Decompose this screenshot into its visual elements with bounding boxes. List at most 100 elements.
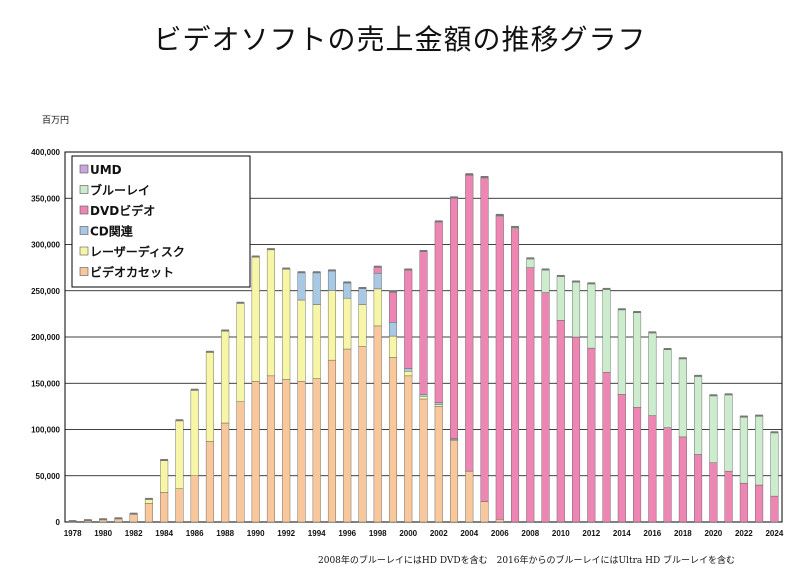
bar-segment-1986-0 — [190, 475, 199, 523]
bar-segment-1992-0 — [282, 379, 291, 523]
bar-top-2009 — [541, 268, 550, 271]
legend-swatch-5 — [79, 267, 89, 276]
bar-top-1981 — [114, 517, 123, 520]
bar-top-2011 — [572, 280, 580, 283]
bar-segment-1984-1 — [160, 459, 169, 493]
bar-segment-2009-4 — [541, 269, 550, 293]
bar-segment-1994-2 — [312, 272, 321, 305]
bar-top-1990 — [251, 255, 260, 258]
legend-swatch-4 — [79, 246, 89, 256]
bar-segment-2019-3 — [694, 454, 703, 523]
bar-top-1984 — [160, 459, 168, 462]
bar-segment-2018-3 — [678, 436, 687, 523]
bar-segment-1999-3 — [388, 291, 398, 323]
x-tick-label-1996: 1996 — [338, 529, 356, 538]
bar-top-2000 — [404, 268, 413, 271]
bar-top-2012 — [587, 282, 596, 285]
bar-top-2013 — [602, 287, 611, 290]
legend-box — [71, 155, 251, 288]
bar-segment-2021-3 — [724, 470, 733, 523]
bar-top-2002 — [434, 220, 443, 223]
bar-segment-2007-3 — [511, 228, 520, 523]
x-tick-label-2020: 2020 — [704, 529, 722, 538]
bar-segment-2018-4 — [678, 358, 687, 438]
bar-segment-2001-0 — [419, 398, 428, 523]
bar-segment-1999-2 — [388, 322, 398, 337]
bar-segment-1992-1 — [282, 268, 291, 380]
bar-segment-2020-4 — [709, 395, 718, 463]
bar-segment-1988-1 — [221, 330, 230, 424]
bar-segment-1991-0 — [266, 375, 275, 523]
bar-top-1986 — [190, 388, 199, 391]
bar-top-1982 — [129, 512, 138, 515]
bar-top-1983 — [145, 497, 153, 500]
bar-segment-1996-2 — [343, 282, 352, 299]
bar-segment-1997-2 — [358, 287, 367, 305]
bar-segment-1990-0 — [251, 381, 260, 523]
bar-segment-2005-0 — [480, 501, 489, 523]
bar-segment-2000-3 — [404, 269, 413, 369]
bar-segment-2009-3 — [541, 292, 550, 523]
bar-segment-2022-3 — [739, 482, 748, 523]
bar-segment-1994-0 — [312, 378, 321, 523]
bar-segment-2012-4 — [587, 283, 596, 349]
bar-segment-1988-0 — [221, 422, 230, 523]
bar-segment-2014-3 — [617, 394, 626, 523]
bar-top-2010 — [556, 274, 565, 277]
x-tick-label-2008: 2008 — [521, 529, 539, 538]
chart-footnote: 2008年のブルーレイにはHD DVDを含む 2016年からのブルーレイにはUl… — [318, 556, 736, 566]
x-tick-label-2014: 2014 — [613, 529, 631, 538]
bar-top-1992 — [282, 267, 291, 270]
x-tick-label-2018: 2018 — [674, 529, 692, 538]
y-tick-label: 150,000 — [31, 379, 60, 388]
bar-segment-1993-1 — [297, 299, 306, 382]
bar-segment-2016-4 — [648, 332, 657, 416]
y-tick-label: 0 — [56, 518, 61, 527]
x-tick-label-2010: 2010 — [552, 529, 570, 538]
x-tick-label-2024: 2024 — [765, 529, 783, 538]
bar-segment-2000-1 — [404, 371, 413, 377]
bar-segment-1989-0 — [236, 401, 245, 523]
bar-segment-2017-4 — [663, 348, 672, 428]
legend-label-4: レーザーディスク — [90, 244, 185, 259]
x-tick-label-2022: 2022 — [735, 529, 753, 538]
bar-top-2005 — [480, 175, 489, 178]
bar-segment-2001-2 — [419, 394, 428, 397]
x-tick-label-1998: 1998 — [369, 529, 387, 538]
bar-segment-2006-3 — [495, 216, 504, 520]
legend-label-0: UMD — [90, 163, 122, 177]
chart-title: ビデオソフトの売上金額の推移グラフ — [153, 23, 647, 56]
bar-segment-1987-1 — [205, 351, 214, 442]
bar-segment-2017-3 — [663, 427, 672, 523]
x-tick-label-1982: 1982 — [125, 529, 143, 538]
bar-segment-1985-0 — [175, 488, 184, 523]
bar-top-2018 — [679, 357, 687, 360]
bar-segment-1996-0 — [343, 348, 352, 523]
bar-top-2021 — [724, 393, 733, 396]
bar-segment-1998-1 — [373, 288, 382, 327]
bar-segment-2011-4 — [572, 281, 581, 338]
bar-segment-2022-4 — [739, 416, 748, 484]
bar-top-1987 — [206, 350, 214, 353]
bar-top-2003 — [450, 196, 458, 199]
bar-segment-2024-3 — [770, 495, 779, 523]
bar-top-1980 — [99, 518, 107, 521]
bar-segment-2002-2 — [434, 402, 443, 405]
bar-top-2015 — [633, 311, 641, 314]
bar-segment-1995-2 — [327, 270, 336, 291]
bar-segment-2016-3 — [648, 415, 657, 523]
bar-segment-2014-4 — [617, 309, 626, 395]
y-axis-unit-label: 百万円 — [42, 116, 70, 126]
y-tick-label: 50,000 — [36, 472, 61, 481]
y-tick-label: 100,000 — [31, 426, 60, 435]
bar-segment-2003-3 — [450, 198, 459, 439]
bar-segment-1999-0 — [388, 357, 398, 523]
legend-label-2: DVDビデオ — [90, 203, 155, 218]
x-tick-label-1988: 1988 — [216, 529, 234, 538]
bar-top-2019 — [694, 374, 702, 377]
bar-segment-2008-3 — [526, 267, 535, 523]
x-tick-label-2016: 2016 — [643, 529, 661, 538]
bar-top-1979 — [84, 519, 92, 522]
bar-segment-2005-3 — [480, 177, 489, 502]
